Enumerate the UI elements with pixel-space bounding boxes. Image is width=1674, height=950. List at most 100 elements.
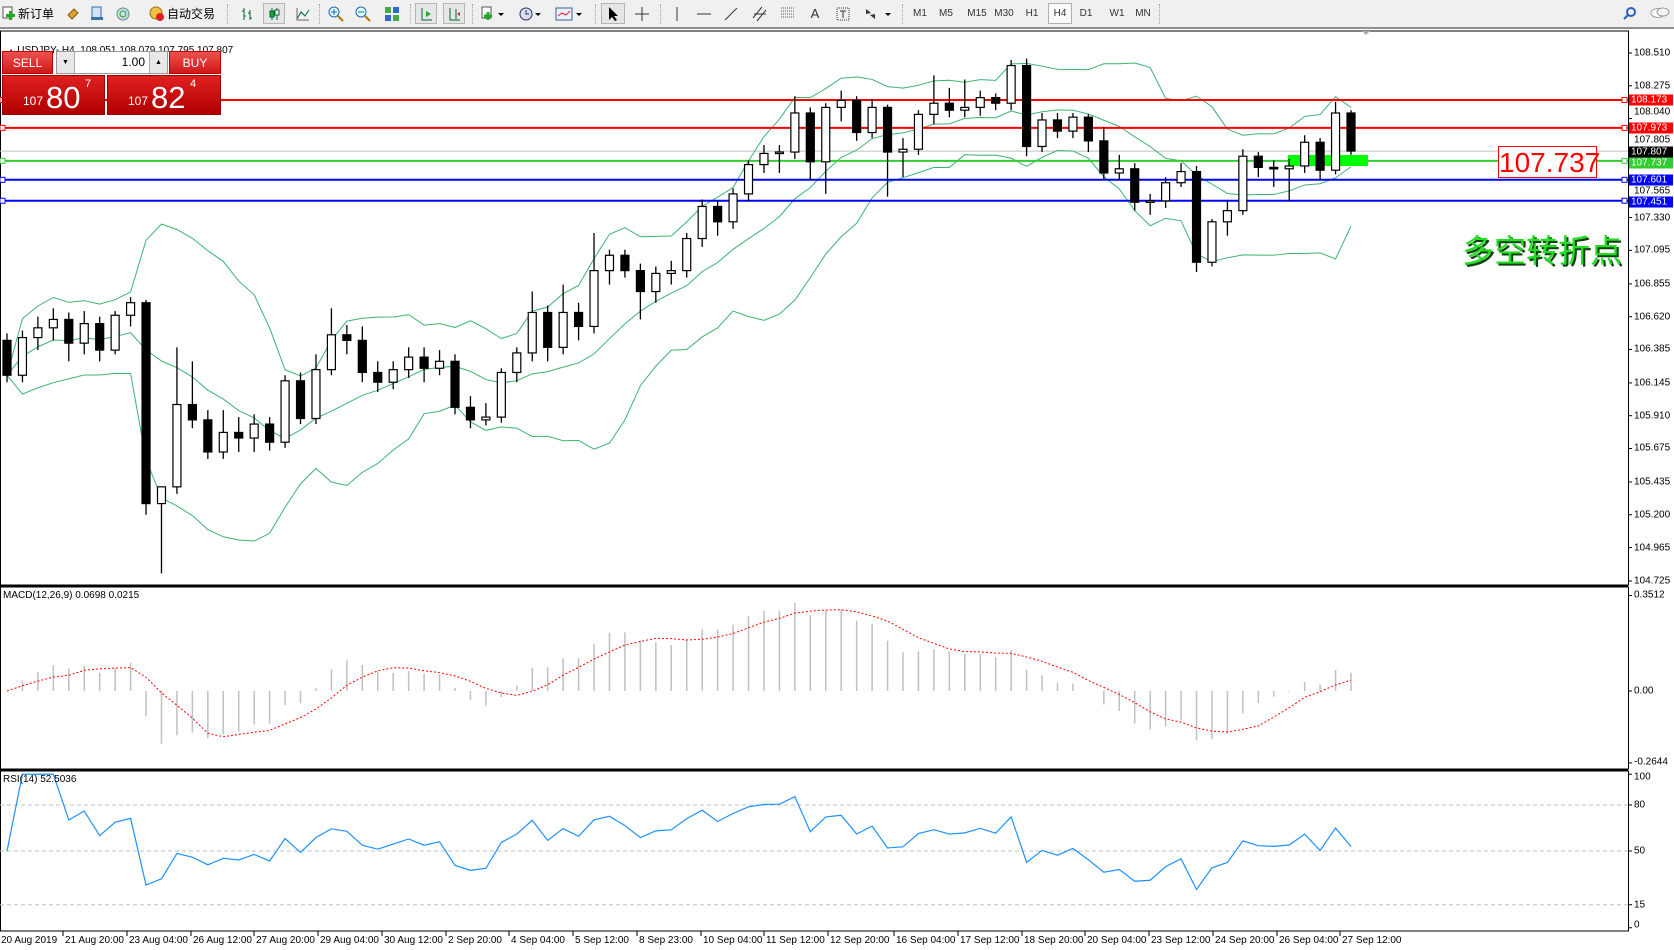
trendline-tool[interactable] <box>722 3 740 24</box>
turning-point-price-label[interactable]: 107.737 <box>1498 146 1601 178</box>
new-order-icon <box>2 6 15 20</box>
timeframe-h1[interactable]: H1 <box>1025 8 1039 19</box>
rsi-label: RSI(14) 52.5036 <box>3 774 77 785</box>
time-tick-label: 24 Sep 20:00 <box>1215 935 1275 946</box>
level-handle-icon <box>0 124 6 131</box>
sell-button[interactable]: SELL <box>2 51 53 74</box>
level-price-label[interactable]: 107.737 <box>1629 157 1673 169</box>
candle <box>496 368 506 423</box>
lot-size-input[interactable]: 1.00 <box>121 55 145 69</box>
candle <box>1114 154 1124 180</box>
candle-body <box>697 205 707 240</box>
candle-body <box>265 423 275 443</box>
line-chart-button[interactable] <box>293 3 313 24</box>
level-price-label[interactable]: 107.451 <box>1629 196 1673 208</box>
data-window-button[interactable] <box>88 3 106 24</box>
vertical-line-tool[interactable] <box>668 3 686 24</box>
candle <box>666 260 676 285</box>
one-click-trading-panel: SELL ▼ 1.00 ▲ BUY 107 80 7 107 82 4 <box>2 51 221 115</box>
toolbar-separator <box>660 4 662 24</box>
candle <box>481 403 491 426</box>
timeframe-m1[interactable]: M1 <box>913 8 927 19</box>
market-watch-button[interactable] <box>64 3 82 24</box>
candle <box>929 75 939 125</box>
chat-button[interactable] <box>1648 3 1672 24</box>
candle <box>434 350 445 376</box>
candle <box>1068 112 1078 139</box>
tile-windows-button[interactable] <box>382 3 402 24</box>
auto-trading-button[interactable]: 自动交易 <box>146 3 218 24</box>
candle-body <box>527 311 537 354</box>
time-tick-label: 27 Aug 20:00 <box>256 935 315 946</box>
candle-body <box>1207 221 1217 263</box>
new-order-button[interactable]: 新订单 <box>0 3 56 24</box>
time-tick-label: 4 Sep 04:00 <box>511 935 565 946</box>
timeframe-w1[interactable]: W1 <box>1109 8 1125 19</box>
zoom-in-button[interactable] <box>326 3 346 24</box>
candle <box>388 361 398 390</box>
candle-body <box>774 151 785 155</box>
text-label-tool[interactable] <box>834 3 852 24</box>
buy-price-big: 82 <box>151 80 186 115</box>
candle <box>620 249 630 278</box>
horizontal-line-tool[interactable] <box>695 3 713 24</box>
candle <box>913 110 924 155</box>
sell-price-button[interactable]: 107 80 7 <box>2 75 105 115</box>
navigator-button[interactable] <box>114 3 132 24</box>
time-tick-label: 26 Aug 12:00 <box>193 935 252 946</box>
templates-dropdown[interactable] <box>552 3 586 24</box>
lot-decrease-button[interactable]: ▼ <box>57 52 75 73</box>
timeframe-mn[interactable]: MN <box>1135 8 1151 19</box>
timeframe-d1[interactable]: D1 <box>1079 8 1093 19</box>
indicators-dropdown[interactable] <box>478 3 508 24</box>
clock-icon <box>519 7 541 20</box>
timeframe-m15[interactable]: M15 <box>967 8 987 19</box>
candle-body <box>373 371 383 383</box>
buy-label: BUY <box>182 55 208 70</box>
candle <box>1315 138 1325 180</box>
candle <box>975 90 985 116</box>
sell-price-big: 80 <box>46 80 81 115</box>
search-button[interactable] <box>1620 3 1640 24</box>
candle <box>790 96 800 160</box>
crosshair-tool-button[interactable] <box>632 3 652 24</box>
cursor-tool-button[interactable] <box>601 3 625 24</box>
level-price-label[interactable]: 107.973 <box>1629 122 1673 134</box>
auto-scroll-button[interactable] <box>415 3 437 24</box>
candle <box>573 302 584 341</box>
candle-body <box>388 369 398 383</box>
time-tick-label: 2 Sep 20:00 <box>448 935 502 946</box>
candle-body <box>759 152 769 166</box>
fibonacci-icon <box>781 7 795 17</box>
turning-point-text[interactable]: 多空转折点 <box>1462 232 1623 270</box>
bar-chart-button[interactable] <box>237 3 257 24</box>
text-tool[interactable]: A <box>806 3 824 24</box>
candlestick-chart-button[interactable] <box>263 3 285 24</box>
candle-body <box>1161 182 1171 202</box>
candle-body <box>1284 165 1294 170</box>
equidistant-channel-tool[interactable] <box>750 3 770 24</box>
candle-body <box>898 148 908 153</box>
new-order-label: 新订单 <box>17 7 54 21</box>
periods-dropdown[interactable] <box>516 3 546 24</box>
arrows-dropdown[interactable] <box>860 3 896 24</box>
lot-increase-button[interactable]: ▲ <box>149 52 167 73</box>
candle <box>1269 160 1279 187</box>
candle <box>218 410 228 459</box>
level-price-label[interactable]: 108.173 <box>1629 94 1673 106</box>
buy-button[interactable]: BUY <box>169 51 221 74</box>
chart-shift-button[interactable] <box>443 3 465 24</box>
fibonacci-tool[interactable] <box>778 3 798 24</box>
timeframe-m5[interactable]: M5 <box>939 8 953 19</box>
candle <box>2 333 12 383</box>
level-price-label[interactable]: 107.601 <box>1629 174 1673 185</box>
lot-size-stepper[interactable]: ▼ 1.00 ▲ <box>56 51 168 74</box>
timeframe-h4[interactable]: H4 <box>1048 3 1072 24</box>
price-tick-label: 105.200 <box>1634 509 1671 521</box>
candle <box>450 354 460 415</box>
price-tick-label: 108.510 <box>1634 47 1671 59</box>
buy-price-button[interactable]: 107 82 4 <box>107 75 221 115</box>
zoom-out-button[interactable] <box>353 3 373 24</box>
timeframe-m30[interactable]: M30 <box>994 8 1014 19</box>
